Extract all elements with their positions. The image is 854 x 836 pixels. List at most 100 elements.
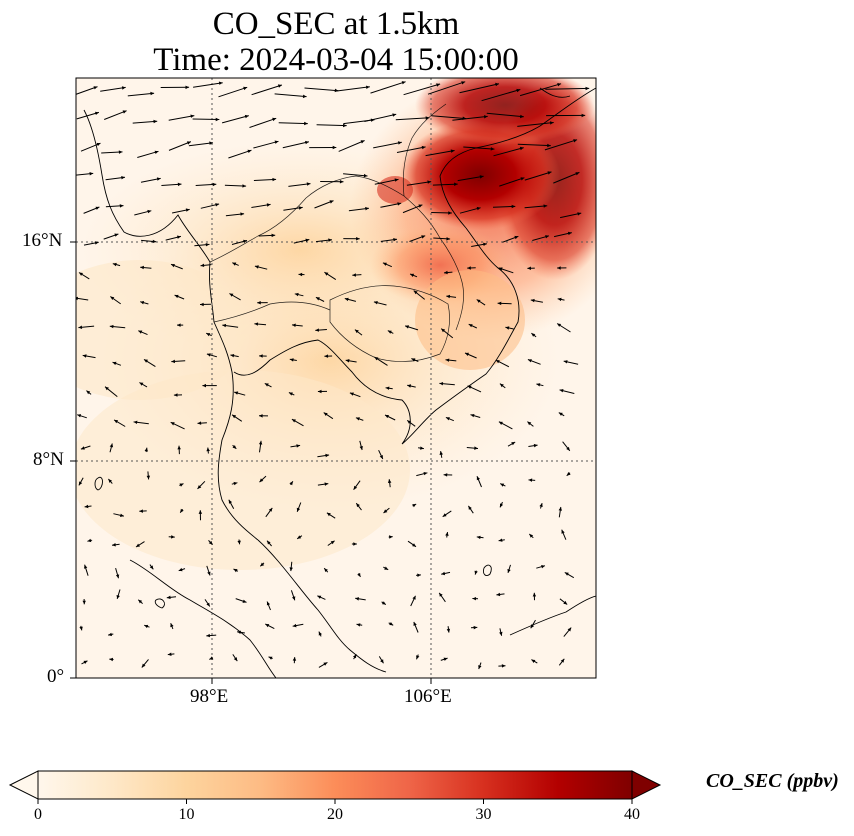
wind-vector-head <box>139 382 144 386</box>
axis-tick-marks <box>70 241 432 684</box>
wind-vector-head <box>296 507 301 512</box>
wind-vector-head <box>379 455 383 459</box>
wind-vector-head <box>498 538 503 542</box>
wind-vector-head <box>259 354 263 358</box>
wind-vector-head <box>439 592 443 597</box>
wind-vector-head <box>140 265 144 270</box>
wind-vector-head <box>412 595 416 600</box>
wind-vector-head <box>212 182 217 187</box>
wind-vector-shaft <box>249 117 277 128</box>
wind-vector-head <box>531 659 536 663</box>
wind-vector-head <box>380 659 384 664</box>
wind-vector-shaft <box>427 81 466 95</box>
wind-vector-shaft <box>486 112 524 118</box>
wind-vector-head <box>89 172 94 176</box>
wind-vector-head <box>529 534 534 538</box>
wind-vector-head <box>476 206 481 211</box>
wind-vector-head <box>185 85 190 90</box>
wind-vector-shaft <box>457 175 484 182</box>
wind-vector-head <box>498 267 503 271</box>
wind-vector-head <box>257 301 261 305</box>
wind-vector-head <box>549 121 554 125</box>
wind-vector-head <box>264 383 269 387</box>
wind-vector-shaft <box>517 143 551 147</box>
wind-vector-head <box>520 177 525 181</box>
wind-vector-head <box>112 361 117 366</box>
wind-vector-head <box>461 81 466 85</box>
wind-vector-head <box>259 414 263 418</box>
wind-vector-head <box>446 628 451 633</box>
wind-vector-head <box>242 184 247 188</box>
wind-vector-head <box>298 206 303 210</box>
wind-vector-head <box>209 656 214 660</box>
wind-vector-head <box>474 446 478 450</box>
wind-vector-head <box>296 444 301 448</box>
wind-vector-head <box>328 238 332 242</box>
wind-vector-shaft <box>188 142 214 147</box>
wind-vector-head <box>405 325 409 329</box>
wind-vector-head <box>495 360 500 364</box>
wind-vector-head <box>138 330 143 334</box>
wind-vector-head <box>87 538 92 543</box>
wind-vector-head <box>516 88 521 93</box>
wind-vector-head <box>329 200 334 204</box>
wind-vector-head <box>363 173 368 178</box>
wind-vector-head <box>197 421 202 425</box>
wind-vector-head <box>268 656 273 660</box>
wind-vector-head <box>207 571 211 576</box>
wind-vector-head <box>315 328 319 332</box>
wind-vector-head <box>577 212 582 216</box>
wind-vector-head <box>442 513 447 517</box>
wind-vector-head <box>229 293 234 297</box>
wind-vector-shaft <box>524 171 552 181</box>
wind-vector-head <box>233 569 238 573</box>
wind-vector-shaft <box>343 173 368 177</box>
plume-south-lobe <box>415 270 525 370</box>
wind-vector-head <box>443 657 448 661</box>
wind-vector-head <box>206 447 210 452</box>
wind-vector-head <box>177 235 181 239</box>
wind-vector-head <box>479 175 484 179</box>
wind-vector-head <box>354 329 359 334</box>
wind-vector-head <box>326 512 331 517</box>
wind-vector-head <box>468 505 472 510</box>
wind-vector-head <box>360 140 365 144</box>
wind-vector-head <box>436 83 441 87</box>
wind-vector-head <box>532 592 537 597</box>
wind-vector-head <box>208 540 213 545</box>
wind-vector-shaft <box>519 83 562 97</box>
wind-vector-shaft <box>544 139 578 151</box>
wind-vector-head <box>240 212 245 216</box>
wind-vector-head <box>511 442 516 446</box>
wind-vector-shaft <box>492 205 516 208</box>
wind-vector-head <box>539 503 543 507</box>
wind-vector-head <box>497 301 502 306</box>
wind-vector-head <box>324 482 329 486</box>
wind-vector-head <box>441 328 446 333</box>
wind-vector-shaft <box>459 83 500 94</box>
wind-vector-shaft <box>80 142 101 152</box>
wind-vector-head <box>78 481 83 486</box>
wind-vector-head <box>454 182 458 186</box>
lat-label-16n: 16°N <box>22 230 63 251</box>
wind-vector-head <box>139 509 143 513</box>
wind-vector-head <box>215 203 220 207</box>
wind-vector-shaft <box>396 146 426 153</box>
wind-vector-head <box>144 624 149 629</box>
wind-vector-head <box>343 123 347 128</box>
wind-vector-head <box>439 382 444 386</box>
wind-vector-head <box>179 483 184 487</box>
wind-vector-shaft <box>282 141 310 149</box>
wind-vector-head <box>356 623 361 627</box>
wind-vector-head <box>465 352 469 356</box>
wind-vector-shaft <box>406 181 432 186</box>
wind-vector-head <box>394 178 399 182</box>
wind-vector-head <box>416 655 420 660</box>
wind-vector-head <box>265 624 270 628</box>
wind-vector-head <box>385 386 390 390</box>
wind-vector-head <box>190 114 195 118</box>
wind-vector-head <box>421 235 426 239</box>
wind-vector-head <box>344 297 349 302</box>
wind-vector-head <box>365 206 369 211</box>
